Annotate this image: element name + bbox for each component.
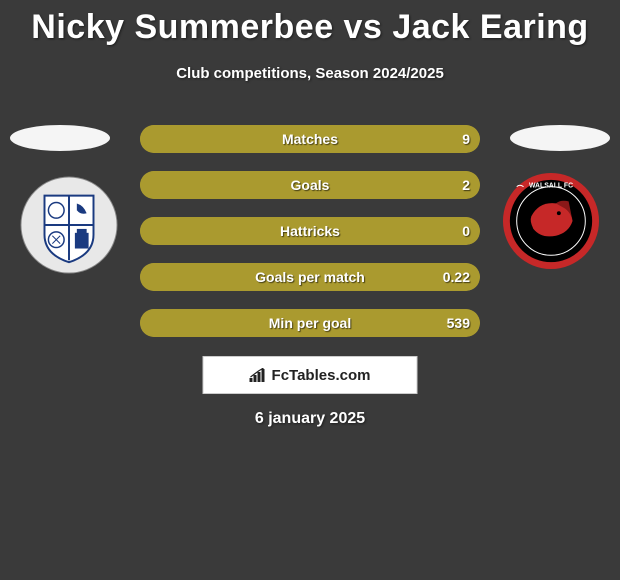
stat-value-right: 0: [462, 223, 470, 239]
player-photo-left: [10, 125, 110, 151]
stat-row: Matches 9: [140, 125, 480, 153]
watermark-text: FcTables.com: [272, 367, 371, 384]
stat-value-right: 0.22: [443, 269, 470, 285]
stat-value-right: 9: [462, 131, 470, 147]
watermark: FcTables.com: [203, 356, 418, 394]
stat-row: Goals per match 0.22: [140, 263, 480, 291]
club-badge-right: WALSALL FC: [502, 172, 600, 270]
stat-label: Goals: [291, 177, 330, 193]
stat-label: Hattricks: [280, 223, 340, 239]
stat-label: Goals per match: [255, 269, 365, 285]
stat-label: Matches: [282, 131, 338, 147]
date-label: 6 january 2025: [255, 410, 365, 428]
stat-row: Hattricks 0: [140, 217, 480, 245]
chart-icon: [250, 368, 268, 382]
player-photo-right: [510, 125, 610, 151]
stat-row: Min per goal 539: [140, 309, 480, 337]
stat-value-right: 2: [462, 177, 470, 193]
stat-value-right: 539: [447, 315, 470, 331]
club-badge-left: [20, 176, 118, 274]
svg-text:WALSALL FC: WALSALL FC: [529, 183, 573, 190]
stats-container: Matches 9 Goals 2 Hattricks 0 Goals per match 0…: [140, 125, 480, 355]
stat-label: Min per goal: [269, 315, 351, 331]
page-title: Nicky Summerbee vs Jack Earing: [0, 0, 620, 47]
stat-row: Goals 2: [140, 171, 480, 199]
subtitle: Club competitions, Season 2024/2025: [0, 65, 620, 82]
